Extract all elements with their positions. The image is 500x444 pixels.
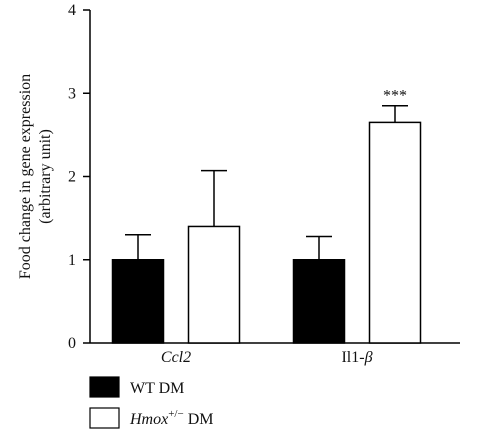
bar xyxy=(368,121,422,344)
y-tick-label: 4 xyxy=(68,2,76,19)
y-tick-label: 2 xyxy=(68,169,76,186)
legend-swatch xyxy=(89,376,120,398)
y-tick-label: 0 xyxy=(68,335,76,352)
x-tick-label-main: Ccl2 xyxy=(161,349,191,366)
significance-label: *** xyxy=(383,88,407,105)
y-axis-title: Food change in gene expression (arbitrary… xyxy=(17,74,54,279)
bar xyxy=(292,259,346,344)
annotations: *** xyxy=(383,88,407,105)
legend-swatch xyxy=(89,407,120,429)
legend-label-main: Hmox xyxy=(129,411,168,428)
legend-label-main: WT DM xyxy=(130,380,184,397)
bars xyxy=(111,121,422,344)
bar xyxy=(187,225,241,344)
x-tick-label: Il1-β xyxy=(341,349,372,366)
error-bars xyxy=(125,104,408,260)
legend-label: WT DM xyxy=(130,380,184,397)
y-tick-label: 1 xyxy=(68,252,76,269)
y-axis-label: Food change in gene expression (arbitrary… xyxy=(17,74,54,279)
y-axis-title-line: Food change in gene expression xyxy=(17,74,34,279)
x-tick-label: Ccl2 xyxy=(161,349,191,366)
legend-label: Hmox+/− DM xyxy=(129,408,213,428)
legend: WT DM Hmox+/− DM xyxy=(89,376,213,429)
x-tick-label-suffix: β xyxy=(364,349,373,366)
bar xyxy=(111,259,165,344)
legend-label-sup: +/− xyxy=(168,408,183,420)
x-tick-label-main: Il1- xyxy=(341,349,364,366)
y-axis-title-line: (arbitrary unit) xyxy=(37,129,54,224)
legend-label-tail: DM xyxy=(184,411,214,428)
y-tick-label: 3 xyxy=(68,85,76,102)
category-labels: Ccl2 Il1-β xyxy=(161,349,373,366)
